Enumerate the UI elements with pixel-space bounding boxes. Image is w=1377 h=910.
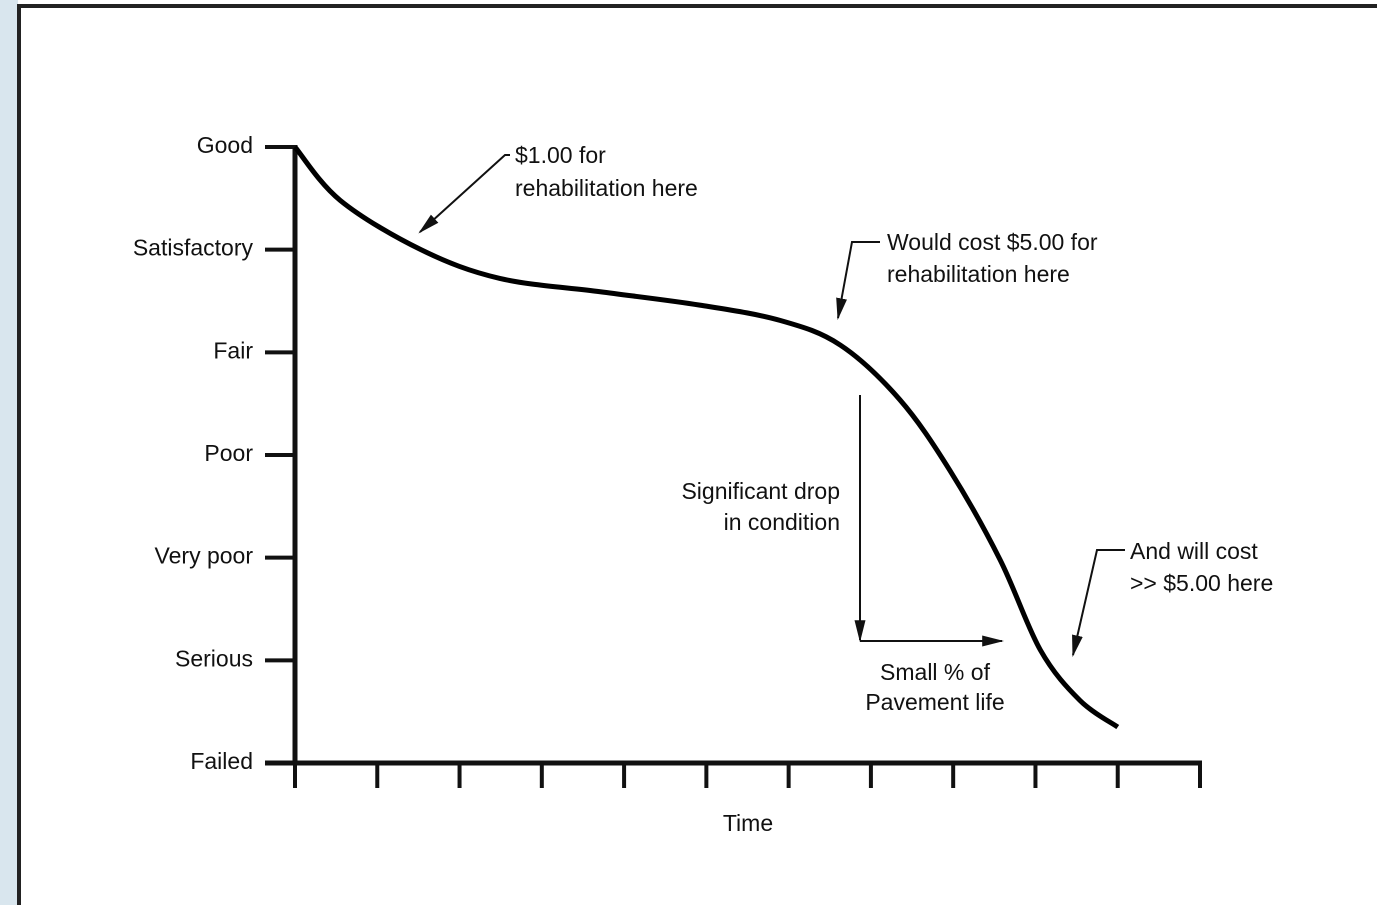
annotation: >> $5.00 here <box>1130 570 1273 596</box>
arrow <box>836 241 880 321</box>
annotation: Small % of <box>880 659 991 685</box>
annotation: in condition <box>724 509 840 535</box>
y-tick-label: Good <box>197 132 253 158</box>
annotation: $1.00 for <box>515 142 606 168</box>
annotation: Pavement life <box>865 689 1004 715</box>
annotation: Would cost $5.00 for <box>887 229 1098 255</box>
side-strip <box>0 0 18 905</box>
annotation: rehabilitation here <box>887 261 1070 287</box>
y-tick-label: Fair <box>213 337 253 363</box>
y-tick-label: Poor <box>204 440 253 466</box>
arrow <box>1072 549 1125 658</box>
annotation: rehabilitation here <box>515 175 698 201</box>
y-tick-label: Very poor <box>155 543 254 569</box>
condition-curve <box>293 145 1120 730</box>
annotation: And will cost <box>1130 538 1258 564</box>
annotation: Significant drop <box>681 478 840 504</box>
y-tick-label: Satisfactory <box>133 235 254 261</box>
y-tick-label: Serious <box>175 645 253 671</box>
x-axis-label: Time <box>723 810 773 836</box>
arrow <box>418 154 510 234</box>
y-tick-label: Failed <box>190 748 253 774</box>
annotation-arrows <box>418 154 1125 658</box>
